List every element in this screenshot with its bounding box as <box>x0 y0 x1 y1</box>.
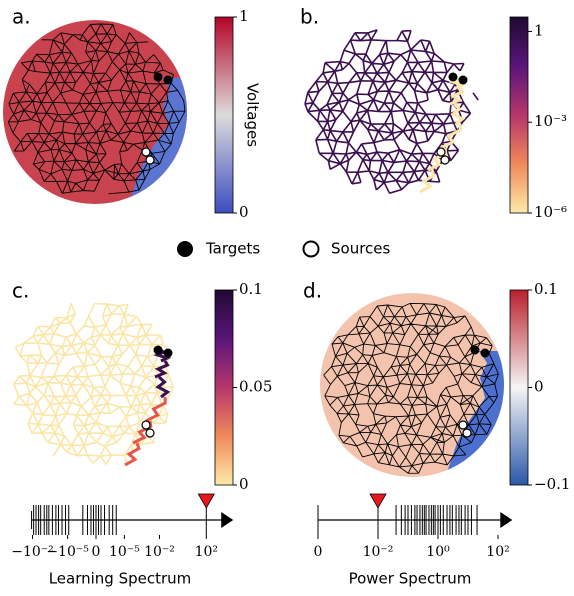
current-path <box>155 375 171 399</box>
panel-label: d. <box>303 279 322 303</box>
colorbar-tick-label: 0.1 <box>239 280 263 298</box>
axis-title: Learning Spectrum <box>49 570 192 588</box>
target-node <box>153 72 163 82</box>
current-path <box>450 102 466 126</box>
target-node <box>163 75 173 85</box>
sources-marker <box>302 240 320 258</box>
network-edges <box>7 23 186 195</box>
source-node <box>145 155 155 165</box>
targets-marker <box>177 241 193 257</box>
colorbar-tick-label: 0 <box>534 378 544 396</box>
colorbar-tick-label: 1 <box>239 7 249 25</box>
colorbar <box>509 16 529 214</box>
target-node <box>153 345 163 355</box>
x-tick-label: 10² <box>486 544 509 560</box>
colorbar-tick-label: 0 <box>239 203 249 221</box>
panel-label: c. <box>12 279 29 303</box>
source-node <box>145 428 155 438</box>
legend-sources: Sources <box>331 240 391 258</box>
axis-title: Power Spectrum <box>349 570 472 588</box>
colorbar-tick-label: 10⁻⁶ <box>534 203 567 221</box>
source-node <box>462 428 472 438</box>
network-edges <box>13 302 174 465</box>
x-tick-label: −10⁻⁵ <box>46 544 89 560</box>
current-path <box>440 123 462 150</box>
disk <box>3 20 187 204</box>
colorbar <box>214 16 234 214</box>
colorbar <box>214 289 234 486</box>
x-tick-label: 10⁻² <box>363 544 394 560</box>
colorbar-label: Voltages <box>244 83 262 147</box>
source-node <box>141 420 151 430</box>
axis-arrow <box>221 512 234 528</box>
target-node <box>480 348 490 358</box>
x-tick-label: 10⁻⁵ <box>109 544 140 560</box>
panel-label: b. <box>300 5 319 29</box>
x-tick-label: 0 <box>92 544 101 560</box>
current-path <box>154 360 170 379</box>
legend-targets: Targets <box>205 240 260 258</box>
source-node <box>141 147 151 157</box>
current-path <box>145 396 167 423</box>
axis-arrow <box>500 512 513 528</box>
panel-label: a. <box>12 5 31 29</box>
colorbar-tick-label: 1 <box>534 21 544 39</box>
x-tick-label: 10⁻² <box>144 544 175 560</box>
x-tick-label: −10⁻² <box>11 544 54 560</box>
target-node <box>163 348 173 358</box>
colorbar-tick-label: 0 <box>239 475 249 493</box>
current-path <box>449 87 465 106</box>
current-path <box>419 169 436 194</box>
colorbar-tick-label: 0.05 <box>239 378 272 396</box>
network-edges <box>323 302 499 474</box>
colorbar-tick-label: 0.1 <box>534 280 558 298</box>
target-node <box>458 75 468 85</box>
target-node <box>448 72 458 82</box>
network-edges <box>304 29 479 194</box>
source-node <box>436 147 446 157</box>
x-tick-label: 10⁰ <box>426 544 450 560</box>
x-tick-label: 0 <box>314 544 323 560</box>
highlight-marker <box>369 493 387 509</box>
source-node <box>440 155 450 165</box>
current-path <box>124 442 141 467</box>
target-node <box>470 345 480 355</box>
colorbar-tick-label: −0.1 <box>534 475 570 493</box>
x-tick-label: 10² <box>195 544 218 560</box>
highlight-marker <box>197 493 215 509</box>
colorbar <box>509 289 529 486</box>
colorbar-tick-label: 10⁻³ <box>534 112 567 130</box>
source-node <box>458 420 468 430</box>
